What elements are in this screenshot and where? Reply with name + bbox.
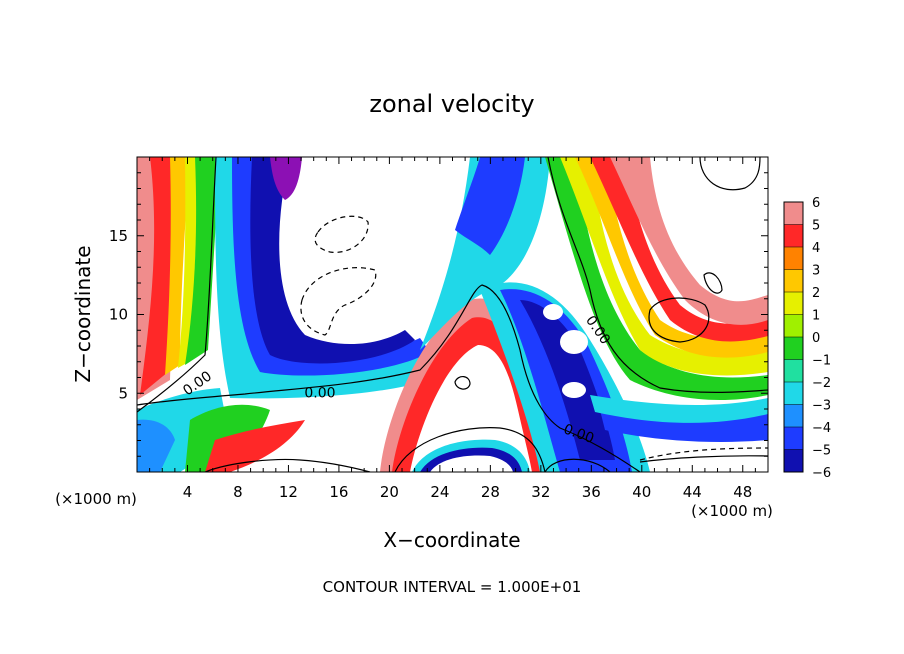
x-tick-label: 48	[733, 483, 752, 501]
colorbar-label: −3	[812, 399, 831, 414]
colorbar-swatch	[784, 449, 803, 473]
band-lowleft-red	[205, 420, 305, 472]
colorbar: 6 5 4 3 2 1 0 −1 −2 −3 −4 −5 −6	[783, 196, 831, 481]
contour-dashed-bottom	[639, 447, 768, 461]
contour-low-arc	[394, 427, 546, 472]
velocity-field	[137, 157, 768, 472]
colorbar-label: −2	[812, 376, 831, 391]
contour-bottom-left	[204, 458, 371, 472]
hole-2	[560, 330, 588, 354]
colorbar-label: 5	[812, 219, 820, 234]
x-tick-label: 24	[430, 483, 449, 501]
x-tick-label: 16	[329, 483, 348, 501]
contour-bottom-right	[544, 458, 611, 472]
colorbar-label: −6	[812, 466, 831, 481]
chart-title: zonal velocity	[369, 90, 534, 118]
contour-zero-left	[137, 157, 217, 413]
band-arc-inner	[430, 455, 513, 472]
y-tick-label: 5	[118, 384, 128, 402]
colorbar-swatch	[784, 314, 803, 338]
hole-3	[562, 382, 586, 398]
colorbar-label: −4	[812, 421, 831, 436]
y-axis-title: Z−coordinate	[71, 245, 95, 382]
contour-lines	[137, 157, 768, 472]
band-purple	[270, 157, 302, 200]
colorbar-label: 1	[812, 309, 820, 324]
colorbar-label: 4	[812, 241, 820, 256]
band-left-yellow	[178, 157, 200, 368]
y-tick-label: 10	[109, 306, 128, 324]
x-tick-label: 12	[279, 483, 298, 501]
x-tick-label: 36	[582, 483, 601, 501]
colorbar-swatch	[784, 382, 803, 405]
band-dome-white	[410, 345, 532, 472]
x-tick-label: 8	[233, 483, 243, 501]
colorbar-swatch	[784, 247, 803, 270]
contour-dashed-lower	[300, 267, 377, 336]
band-left-red	[140, 157, 180, 395]
x-tick-label: 20	[380, 483, 399, 501]
hole-1	[543, 304, 563, 320]
x-unit-label-right: (×1000 m)	[691, 502, 773, 520]
colorbar-swatch	[784, 292, 803, 315]
colorbar-swatch	[784, 337, 803, 360]
colorbar-label: 2	[812, 286, 820, 301]
y-tick-label: 15	[109, 227, 128, 245]
colorbar-swatch	[784, 269, 803, 293]
band-center-blue	[455, 157, 525, 255]
band-center-cyan	[420, 157, 550, 350]
contour-zero-right	[547, 157, 768, 393]
contour-interval-note: CONTOUR INTERVAL = 1.000E+01	[323, 578, 582, 596]
contour-loop-small-right	[703, 272, 723, 294]
x-tick-label: 32	[531, 483, 550, 501]
band-left-orange	[165, 157, 190, 375]
x-axis-ticks: 4 8 12 16 20 24 28 32 36 40 44 48	[149, 157, 756, 501]
contour-loop-right	[648, 297, 710, 343]
x-tick-label: 4	[183, 483, 193, 501]
band-lowleft-blue	[137, 419, 175, 472]
band-darkblue	[250, 157, 415, 364]
band-lowright-cyan	[590, 395, 768, 423]
contour-loop-upper-right	[699, 157, 761, 191]
colorbar-label: −1	[812, 354, 831, 369]
x-axis-title: X−coordinate	[383, 528, 520, 552]
colorbar-swatch	[784, 404, 803, 428]
band-right-pink	[610, 157, 768, 325]
x-tick-label: 44	[683, 483, 702, 501]
contour-zero-center	[137, 284, 641, 472]
contour-dashed-upper	[314, 215, 369, 253]
contour-loop-small-center	[454, 376, 471, 390]
x-tick-label: 28	[481, 483, 500, 501]
band-right-green	[545, 157, 768, 400]
contour-label-2: 0.00	[304, 385, 335, 401]
band-right-darkblue	[520, 300, 615, 460]
colorbar-label: −5	[812, 444, 831, 459]
band-left-green	[185, 157, 220, 365]
colorbar-label: 0	[812, 331, 820, 346]
y-axis-ticks: 5 10 15	[109, 172, 768, 457]
colorbar-swatch	[784, 359, 803, 383]
colorbar-label: 3	[812, 264, 820, 279]
colorbar-swatch	[784, 202, 803, 225]
colorbar-swatch	[784, 224, 803, 248]
x-tick-label: 40	[632, 483, 651, 501]
contour-bottom-far-right	[639, 455, 768, 463]
colorbar-swatch	[784, 427, 803, 450]
x-unit-label-left: (×1000 m)	[55, 490, 137, 508]
colorbar-label: 6	[812, 196, 820, 211]
